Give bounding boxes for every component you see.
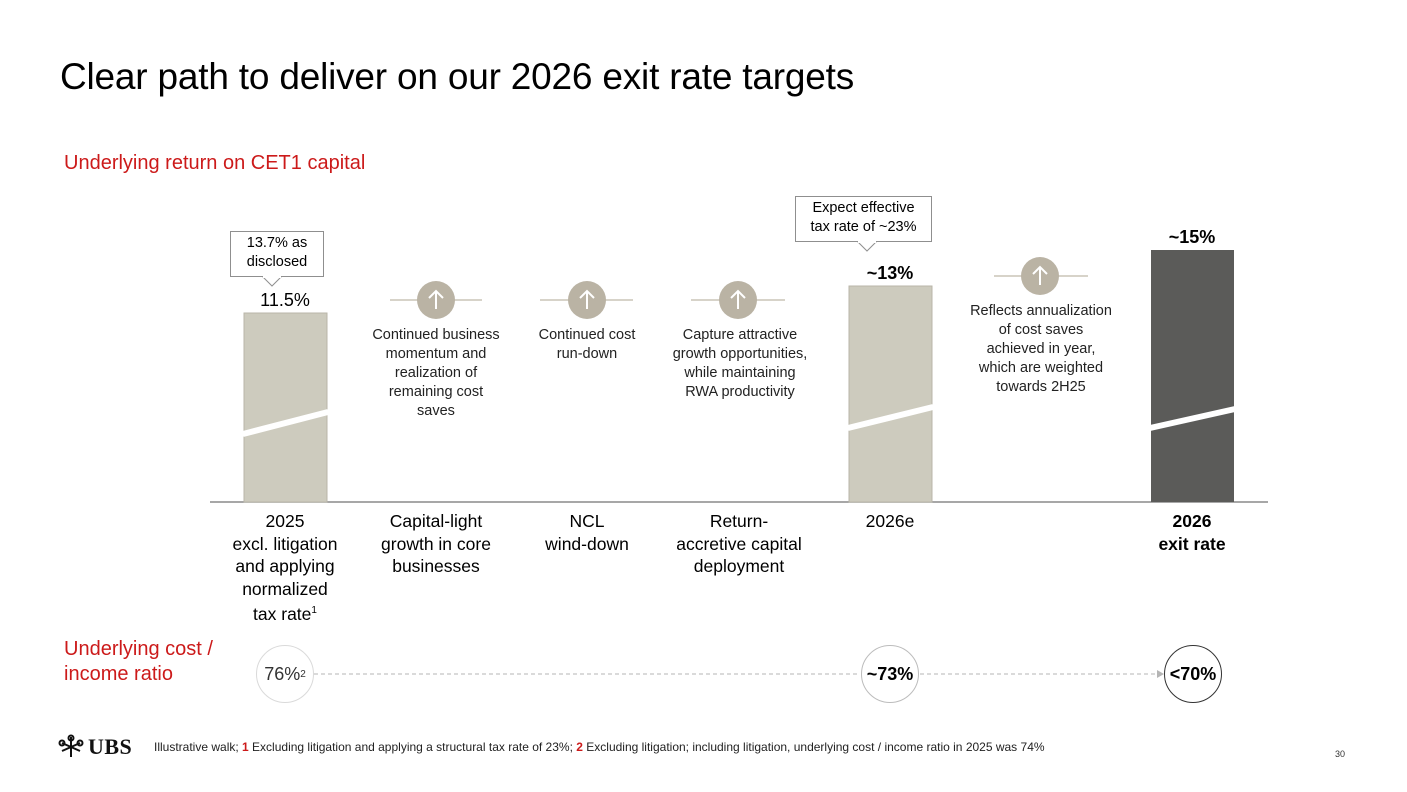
category-line: accretive capital (676, 533, 802, 554)
callout-pointer-disclosed (261, 275, 283, 287)
logo-text: UBS (88, 734, 133, 759)
callout-tax-line-2: tax rate of ~23% (810, 219, 917, 235)
note-line: realization of (394, 365, 478, 381)
note-line: RWA productivity (685, 384, 795, 400)
callout-pointer-patch (858, 240, 876, 243)
callout-tax-line-1: Expect effective (812, 200, 915, 216)
note-line: momentum and (385, 346, 487, 362)
footnotes: Illustrative walk; 1 Excluding litigatio… (154, 740, 1045, 754)
footnote-ref: 1 (311, 605, 317, 616)
category-line: 2025 (265, 511, 305, 531)
note-line: while maintaining (684, 365, 796, 381)
cost-income-value: <70% (1169, 663, 1217, 684)
cost-income-2026e: ~73% (861, 645, 919, 703)
category-line: NCL (569, 511, 605, 531)
ubs-keys-icon (58, 734, 84, 757)
category-line: businesses (392, 556, 480, 576)
category-growth: Capital-light growth in core businesses (361, 510, 511, 578)
note-deploy: Capture attractive growth opportunities,… (660, 326, 820, 402)
note-line: achieved in year, (986, 341, 1096, 357)
category-line: exit rate (1158, 533, 1226, 554)
bar-break-2026e (847, 404, 934, 431)
note-growth: Continued business momentum and realizat… (361, 326, 511, 421)
callout-tax-rate: Expect effective tax rate of ~23% (795, 196, 932, 242)
cost-income-2026-exit: <70% (1164, 645, 1222, 703)
note-line: remaining cost (388, 384, 484, 400)
note-line: Capture attractive (682, 327, 798, 343)
note-annualization: Reflects annualization of cost saves ach… (955, 302, 1127, 397)
category-line: normalized (242, 578, 328, 599)
note-ncl: Continued cost run-down (517, 326, 657, 364)
category-line: 2026e (865, 511, 915, 531)
connector-arrowhead-icon (1157, 670, 1164, 678)
category-2025: 2025 excl. litigation and applying norma… (215, 510, 355, 625)
bar-break-2026-exit (1149, 406, 1236, 431)
category-ncl: NCL wind-down (527, 510, 647, 555)
category-line: Capital-light (389, 511, 483, 531)
category-line: tax rate1 (215, 600, 355, 625)
footnote-intro: Illustrative walk; (154, 740, 243, 754)
increment-ncl (540, 281, 633, 319)
category-line: Return- (709, 511, 769, 531)
note-line: growth opportunities, (672, 346, 808, 362)
note-line: Reflects annualization (970, 303, 1112, 319)
page-title: Clear path to deliver on our 2026 exit r… (60, 56, 854, 97)
footnote-text: Excluding litigation; including litigati… (582, 740, 1045, 754)
footnote-number: 1 (242, 740, 249, 754)
callout-disclosed-line-1: 13.7% as (246, 235, 308, 251)
note-line: saves (417, 403, 455, 419)
note-line: which are weighted (978, 360, 1104, 376)
category-line: deployment (693, 556, 785, 576)
category-line: and applying (235, 556, 335, 576)
bar-2025 (243, 312, 328, 503)
category-line: wind-down (545, 533, 629, 554)
note-line: towards 2H25 (996, 379, 1086, 395)
note-line: Continued business (372, 327, 500, 343)
category-2026e: 2026e (840, 510, 940, 533)
callout-disclosed-line-2: disclosed (246, 254, 308, 270)
cost-income-label: Underlying cost / income ratio (64, 638, 213, 685)
category-line: growth in core (381, 533, 491, 554)
category-2026-exit: 2026 exit rate (1142, 510, 1242, 555)
increment-growth (390, 281, 482, 319)
category-text: tax rate (253, 603, 312, 624)
footnote-number: 2 (576, 740, 583, 754)
bar-break-2025 (242, 409, 329, 437)
note-line: Continued cost (538, 327, 636, 343)
cost-income-value: 76% (264, 663, 301, 684)
note-line: run-down (556, 346, 618, 362)
increment-annualization (994, 257, 1088, 295)
value-label-2026-exit: ~15% (1168, 227, 1216, 247)
bar-2026-exit (1151, 250, 1234, 502)
increment-deploy (691, 281, 785, 319)
cost-income-value: ~73% (866, 663, 914, 684)
footnote-ref: 2 (300, 668, 306, 680)
callout-pointer-tax (856, 240, 878, 252)
footnote-text: Excluding litigation and applying a stru… (248, 740, 577, 754)
note-line: of cost saves (998, 322, 1084, 338)
category-line: excl. litigation (232, 533, 338, 554)
category-deploy: Return- accretive capital deployment (664, 510, 814, 578)
callout-disclosed: 13.7% as disclosed (230, 231, 324, 277)
callout-pointer-patch (263, 275, 281, 278)
value-label-2025: 11.5% (260, 290, 310, 310)
ubs-logo: UBS (58, 734, 132, 760)
cost-income-2025: 76% 2 (256, 645, 314, 703)
page-number: 30 (1335, 749, 1346, 759)
value-label-2026e: ~13% (866, 263, 914, 283)
chart-subtitle: Underlying return on CET1 capital (64, 152, 366, 174)
bar-2026e (848, 285, 933, 503)
category-line: 2026 (1172, 511, 1212, 531)
